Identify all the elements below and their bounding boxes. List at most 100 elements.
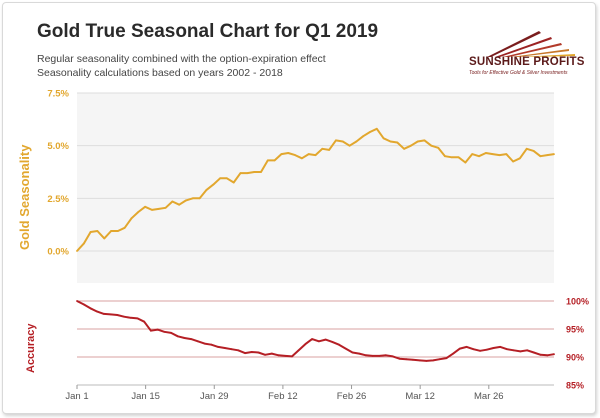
seasonality-point [498, 154, 501, 157]
accuracy-point [297, 349, 300, 352]
accuracy-point [304, 343, 307, 345]
x-tick-label: Mar 26 [474, 391, 504, 402]
seasonality-point [103, 237, 106, 240]
seasonality-point [191, 197, 194, 200]
accuracy-point [223, 347, 226, 349]
seasonality-point [416, 140, 419, 143]
accuracy-point [465, 346, 468, 348]
seasonality-point [130, 217, 133, 220]
accuracy-point [76, 300, 78, 302]
accuracy-plot-area [77, 286, 554, 385]
accuracy-point [344, 347, 347, 350]
seasonality-point [185, 199, 187, 202]
accuracy-point [438, 358, 441, 361]
seasonality-point [294, 154, 296, 157]
seasonality-point [485, 152, 487, 154]
chart-card: Gold True Seasonal Chart for Q1 2019 Reg… [2, 2, 596, 414]
seasonality-point [471, 153, 474, 156]
accuracy-point [116, 314, 119, 316]
accuracy-point [143, 320, 146, 323]
accuracy-point [479, 349, 481, 352]
seasonality-point [539, 155, 542, 158]
accuracy-point [338, 343, 340, 346]
chart-title: Gold True Seasonal Chart for Q1 2019 [37, 21, 379, 42]
accuracy-point [96, 310, 99, 313]
seasonality-point [389, 140, 392, 143]
x-tick-label: Jan 15 [131, 391, 160, 402]
seasonality-point [151, 209, 153, 211]
seasonality-point [525, 147, 528, 150]
accuracy-line [76, 300, 555, 362]
accuracy-point [82, 303, 85, 306]
seasonality-point [457, 156, 460, 159]
seasonality-point [328, 149, 330, 151]
seasonality-point [89, 231, 92, 233]
accuracy-point [365, 354, 367, 357]
seasonality-point [280, 153, 283, 156]
seasonality-point [164, 206, 167, 209]
accuracy-point [351, 351, 354, 354]
accuracy-point [371, 355, 374, 357]
seasonality-point [321, 147, 324, 150]
accuracy-point [405, 358, 408, 361]
seasonality-point [82, 242, 85, 245]
logo-tagline: Tools for Effective Gold & Silver Invest… [469, 70, 568, 76]
seasonality-point [144, 205, 147, 208]
seasonality-point [553, 153, 555, 156]
seasonality-point [137, 211, 140, 213]
accuracy-point [210, 343, 213, 346]
seasonality-point [519, 157, 521, 160]
seasonality-point [369, 131, 371, 133]
accuracy-point [492, 347, 495, 349]
accuracy-point [499, 346, 502, 348]
accuracy-point [109, 313, 112, 316]
accuracy-point [378, 355, 381, 357]
seasonality-point [301, 157, 303, 160]
seasonality-point [157, 208, 160, 210]
seasonality-point [478, 155, 480, 158]
seasonal-chart: 0.0% 2.5% 5.0% 7.5% 85% 90% 95% 100% Jan 1 Jan 15… [47, 89, 589, 403]
accuracy-point [318, 340, 320, 343]
accuracy-point [291, 355, 293, 358]
accuracy-point [445, 357, 448, 359]
accuracy-point [264, 353, 266, 356]
accuracy-axis-title: Accuracy [25, 323, 37, 373]
seasonality-point [335, 139, 337, 142]
seasonality-point [117, 230, 119, 232]
seasonality-point [403, 147, 405, 150]
seasonality-point [423, 139, 426, 142]
seasonality-point [382, 137, 385, 140]
seasonality-tick-label: 2.5% [47, 194, 69, 205]
sun-rays-icon [487, 31, 575, 57]
accuracy-point [532, 351, 535, 354]
seasonality-point [355, 140, 358, 143]
accuracy-point [217, 346, 220, 348]
accuracy-point [190, 338, 193, 340]
accuracy-point [250, 351, 253, 353]
accuracy-point [89, 307, 92, 310]
accuracy-point [284, 355, 287, 357]
accuracy-point [257, 351, 260, 354]
accuracy-tick-label: 100% [566, 297, 589, 307]
seasonality-point [273, 159, 276, 162]
accuracy-point [129, 316, 132, 319]
seasonality-point [341, 140, 344, 143]
accuracy-point [519, 350, 522, 353]
seasonality-point [437, 146, 440, 149]
seasonality-point [546, 154, 549, 157]
x-tick-label: Mar 12 [405, 391, 435, 402]
seasonality-point [123, 226, 126, 229]
seasonality-point [198, 197, 201, 200]
x-tick-label: Jan 29 [200, 391, 229, 402]
subtitle-line-2: Seasonality calculations based on years … [37, 67, 283, 79]
accuracy-tick-label: 90% [566, 353, 584, 363]
x-tick-label: Feb 12 [268, 391, 298, 402]
seasonality-point [253, 171, 256, 173]
accuracy-point [170, 332, 173, 334]
seasonality-plot-area [77, 93, 554, 283]
accuracy-point [485, 348, 488, 351]
accuracy-point [398, 357, 401, 360]
accuracy-point [358, 352, 361, 355]
accuracy-point [123, 315, 125, 318]
seasonality-point [76, 250, 78, 252]
